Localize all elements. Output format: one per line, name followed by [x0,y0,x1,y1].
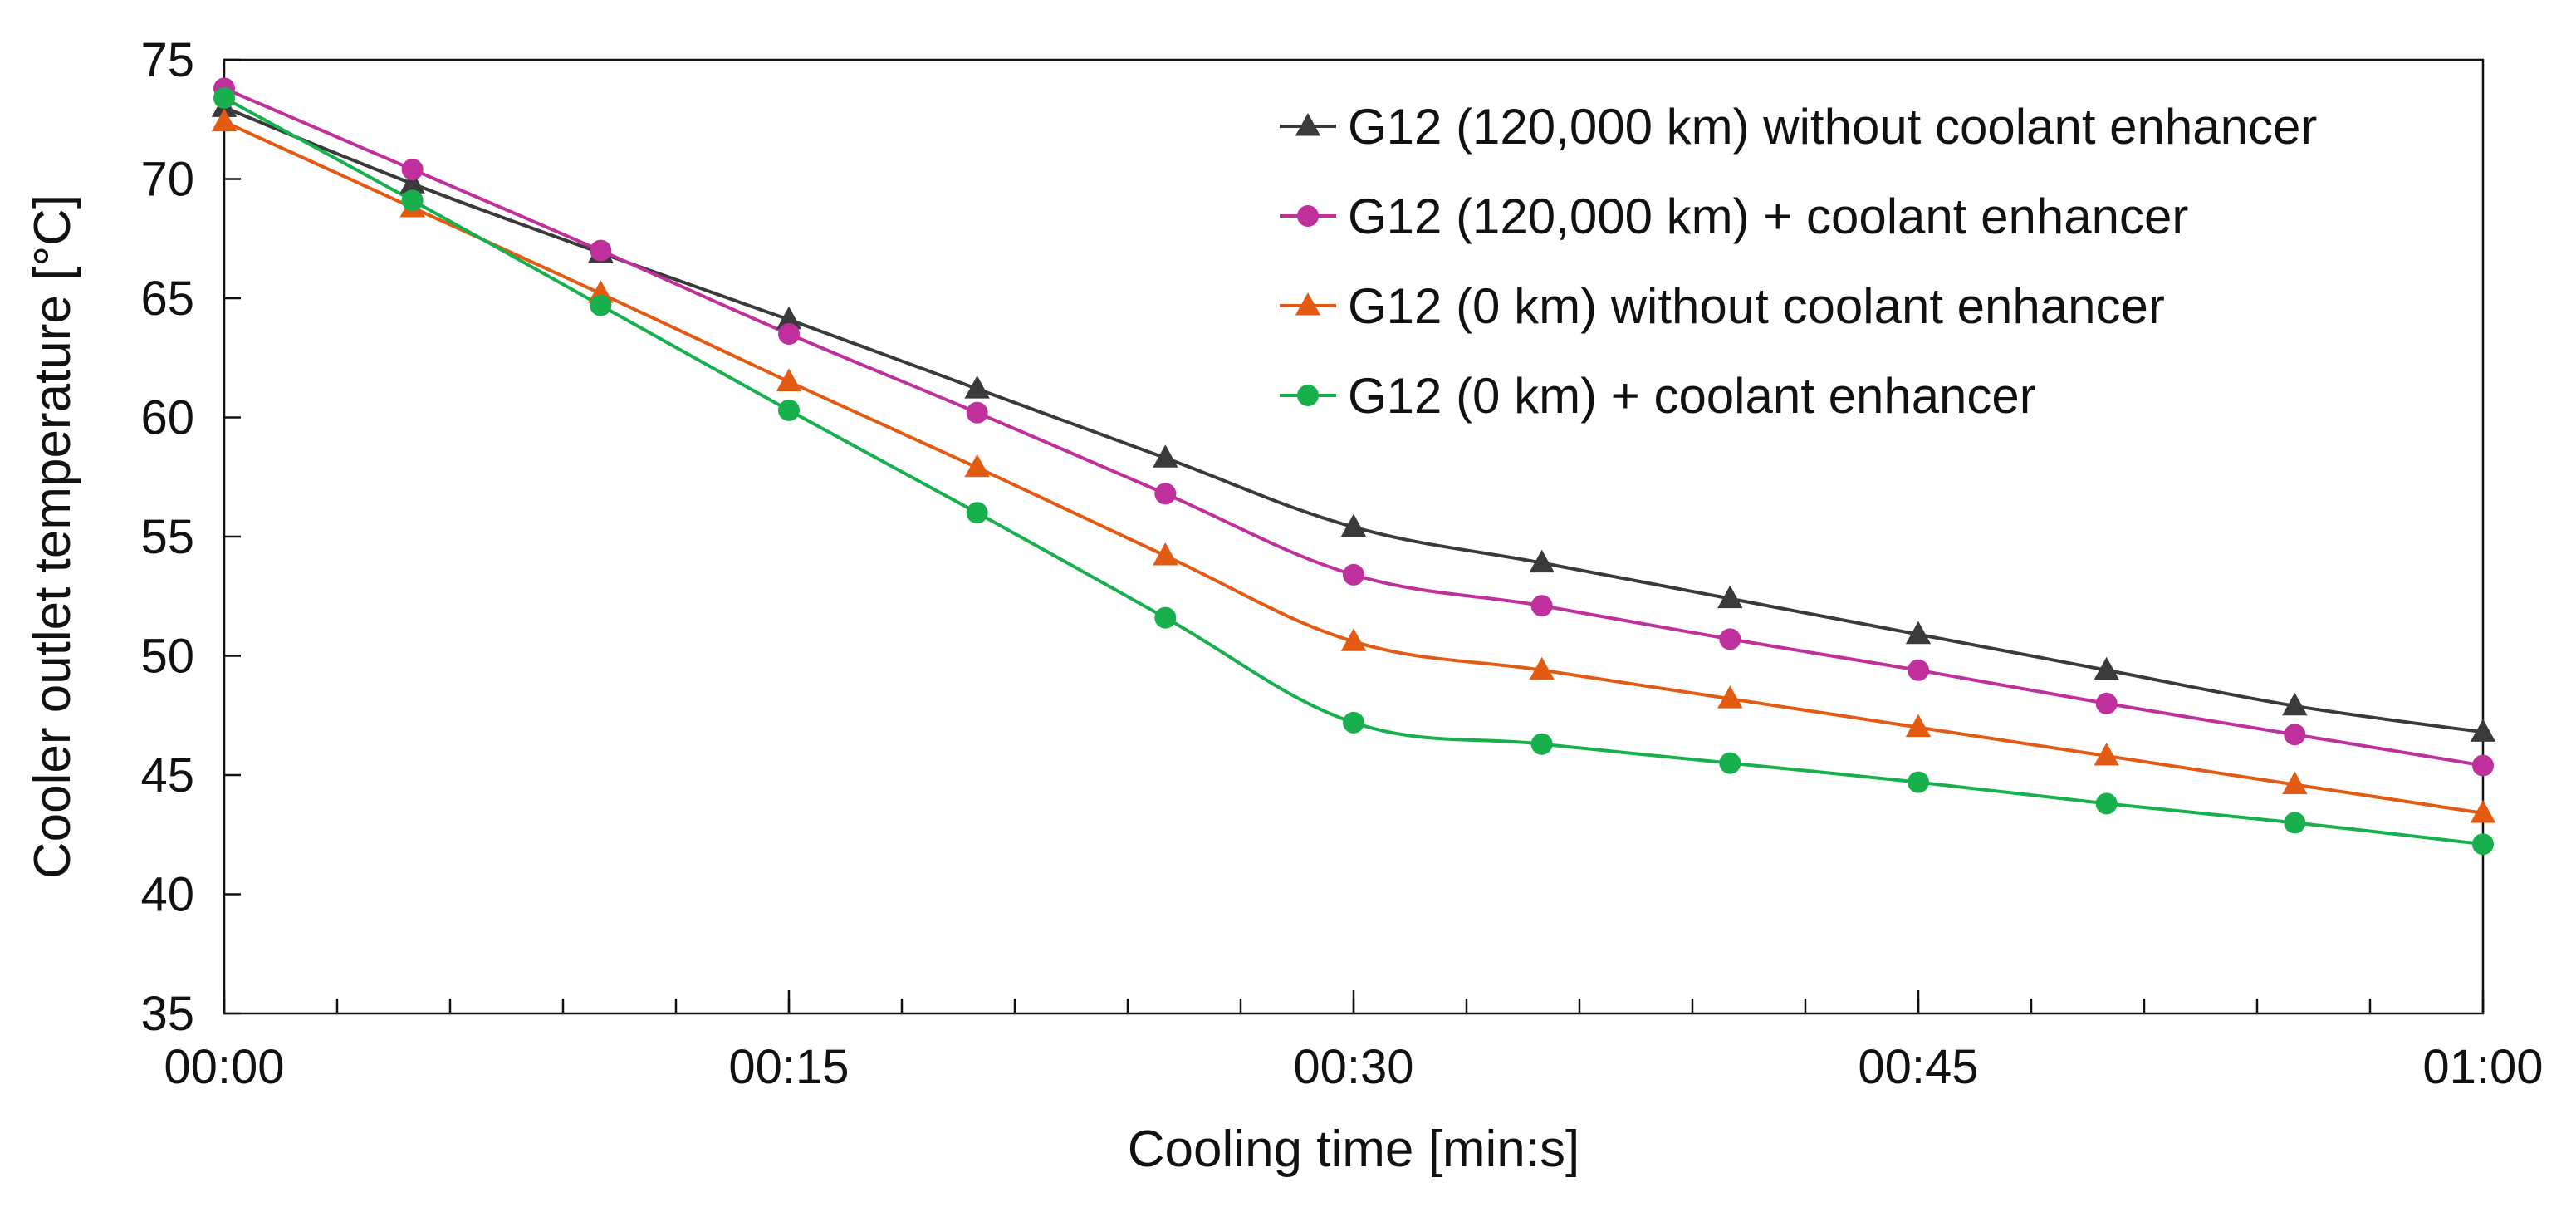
data-point-series-1 [964,375,990,399]
data-point-series-3 [1717,685,1743,709]
x-tick-label: 00:00 [164,1040,284,1094]
data-point-series-1 [1717,585,1743,609]
legend-label-3: G12 (0 km) without coolant enhancer [1348,278,2165,334]
data-point-series-4 [1343,711,1364,734]
data-point-series-2 [778,323,800,346]
data-point-series-2 [2284,724,2306,746]
series-markers [211,77,2496,856]
x-tick-label: 00:30 [1293,1040,1413,1094]
data-point-series-4 [401,189,424,212]
legend-marker-1 [1295,113,1321,136]
data-point-series-4 [213,86,235,109]
y-tick-label: 75 [140,33,194,87]
y-axis: 35 40 45 50 55 60 65 70 75 [140,33,241,1041]
y-tick-label: 40 [140,868,194,922]
legend-label-2: G12 (120,000 km) + coolant enhancer [1348,189,2188,244]
legend-marker-3 [1295,292,1321,316]
data-point-series-4 [2472,833,2494,856]
y-tick-label: 55 [140,510,194,564]
data-point-series-2 [2472,754,2494,777]
data-point-series-3 [211,108,238,132]
data-point-series-3 [776,368,802,391]
data-point-series-2 [590,239,612,262]
data-point-series-3 [2470,799,2496,823]
data-point-series-3 [1529,656,1555,680]
data-point-series-4 [2284,812,2306,834]
data-point-series-4 [1530,733,1553,755]
x-axis-title: Cooling time [min:s] [1128,1121,1579,1178]
data-point-series-4 [590,294,612,316]
data-point-series-3 [1905,714,1932,738]
data-point-series-2 [1719,628,1741,650]
y-tick-label: 35 [140,987,194,1041]
data-point-series-1 [1905,621,1932,645]
data-point-series-4 [1719,752,1741,774]
data-point-series-4 [2095,792,2118,815]
data-point-series-2 [1154,483,1177,505]
data-point-series-4 [966,502,988,524]
data-point-series-2 [966,401,988,424]
data-point-series-2 [1343,563,1364,586]
y-tick-label: 50 [140,630,194,684]
x-tick-label: 00:45 [1858,1040,1978,1094]
data-point-series-1 [399,170,425,194]
data-point-series-4 [1908,771,1929,793]
y-axis-title: Cooler outlet temperature [°C] [24,194,81,879]
y-tick-label: 45 [140,748,194,802]
x-tick-label: 01:00 [2422,1040,2543,1094]
legend-marker-4 [1297,385,1319,406]
legend-marker-2 [1297,205,1319,227]
legend-label-4: G12 (0 km) + coolant enhancer [1348,368,2036,424]
data-point-series-2 [1530,595,1553,617]
data-point-series-1 [2470,719,2496,742]
data-point-series-1 [1340,513,1367,537]
data-point-series-3 [2282,771,2308,794]
y-tick-label: 60 [140,391,194,445]
y-tick-label: 65 [140,272,194,326]
data-point-series-1 [776,306,802,330]
legend: G12 (120,000 km) without coolant enhance… [1280,99,2317,424]
data-point-series-4 [778,399,800,421]
data-point-series-1 [2282,692,2308,716]
data-point-series-2 [2095,692,2118,714]
data-point-series-3 [1340,628,1367,651]
data-point-series-1 [1153,444,1178,468]
data-point-series-1 [1529,549,1555,573]
data-point-series-3 [964,454,990,478]
legend-label-1: G12 (120,000 km) without coolant enhance… [1348,99,2317,155]
data-point-series-2 [1908,659,1929,681]
data-point-series-2 [401,159,424,181]
data-point-series-1 [2094,656,2119,680]
x-tick-label: 00:15 [728,1040,849,1094]
data-point-series-4 [1154,606,1177,629]
x-axis: 00:00 00:15 00:30 00:45 01:00 [164,990,2544,1094]
data-point-series-3 [2094,743,2119,766]
data-point-series-3 [1153,542,1178,566]
y-tick-label: 70 [140,153,194,207]
